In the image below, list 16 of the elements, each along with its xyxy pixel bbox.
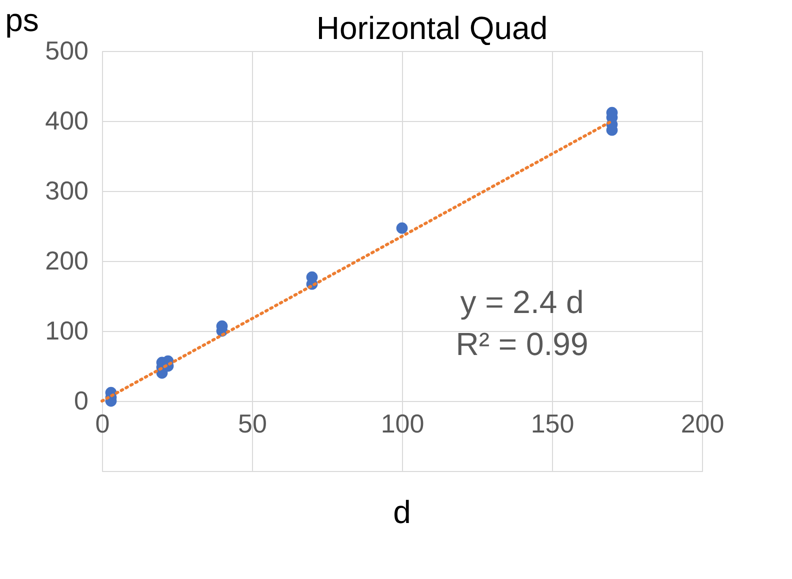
y-tick-label: 500 <box>45 36 88 66</box>
x-axis-title: d <box>393 494 411 530</box>
annotation: R² = 0.99 <box>456 326 588 362</box>
y-axis-title: ps <box>5 2 39 38</box>
x-tick-label: 0 <box>95 408 110 438</box>
y-tick-label: 400 <box>45 106 88 136</box>
x-tick-label: 200 <box>680 408 724 438</box>
y-tick-label: 0 <box>74 386 88 416</box>
chart-title: Horizontal Quad <box>316 10 548 46</box>
x-tick-label: 150 <box>530 408 574 438</box>
y-tick-label: 100 <box>45 316 88 346</box>
y-tick-label: 300 <box>45 176 88 206</box>
x-tick-label: 100 <box>380 408 424 438</box>
annotation: y = 2.4 d <box>460 284 584 320</box>
x-tick-label: 50 <box>238 408 267 438</box>
y-tick-label: 200 <box>45 246 88 276</box>
